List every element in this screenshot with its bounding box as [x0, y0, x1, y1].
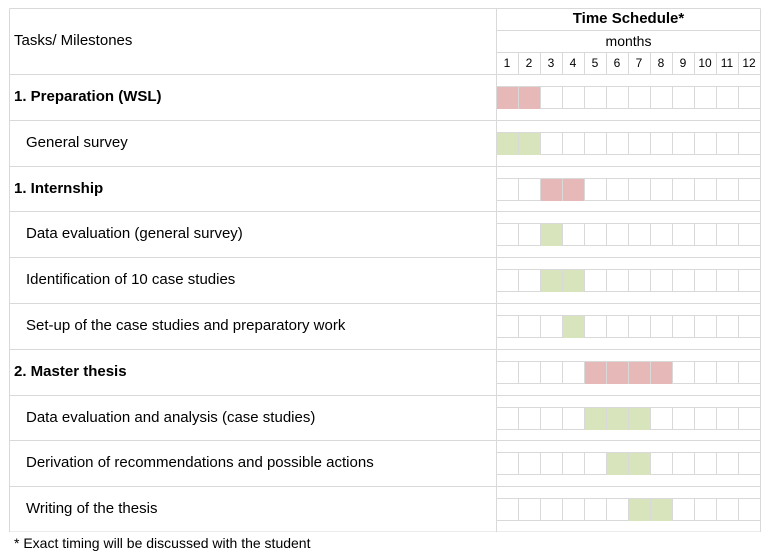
month-number-1: 1 — [503, 56, 511, 70]
month-number-9: 9 — [679, 56, 687, 70]
bar-month-divider — [628, 408, 629, 430]
phase-label: 1. Internship — [14, 180, 104, 197]
bar-month-divider — [562, 179, 563, 201]
month-number-6: 6 — [613, 56, 621, 70]
bar-month-divider — [518, 87, 519, 109]
phase-label: 1. Preparation (WSL) — [14, 88, 162, 105]
task-label: Derivation of recommendations and possib… — [26, 454, 374, 471]
bar-month-divider — [650, 499, 651, 521]
task-label: Identification of 10 case studies — [26, 271, 236, 288]
schedule-title: Time Schedule* — [572, 10, 685, 27]
phase-label: 2. Master thesis — [14, 363, 127, 380]
bar-month-divider — [562, 270, 563, 292]
bar-month-divider — [606, 408, 607, 430]
task-label: Writing of the thesis — [26, 500, 158, 517]
month-number-12: 12 — [742, 56, 756, 70]
month-number-11: 11 — [720, 56, 734, 70]
task-bar — [563, 316, 584, 338]
months-label: months — [605, 33, 652, 49]
month-number-3: 3 — [547, 56, 555, 70]
task-label: General survey — [26, 134, 128, 151]
bar-month-divider — [518, 133, 519, 155]
bar-month-divider — [628, 362, 629, 384]
bar-month-divider — [650, 362, 651, 384]
task-label: Set-up of the case studies and preparato… — [26, 317, 346, 334]
footnote: * Exact timing will be discussed with th… — [14, 535, 311, 551]
task-bar — [541, 224, 562, 246]
task-label: Data evaluation and analysis (case studi… — [26, 409, 316, 426]
tasks-header: Tasks/ Milestones — [14, 32, 133, 49]
bar-month-divider — [606, 362, 607, 384]
gantt-schedule-table: Tasks/ Milestones Time Schedule* months … — [9, 8, 761, 532]
month-number-5: 5 — [591, 56, 599, 70]
task-bar — [585, 408, 650, 430]
task-label: Data evaluation (general survey) — [26, 225, 243, 242]
bar-month-divider — [628, 453, 629, 475]
month-number-7: 7 — [635, 56, 643, 70]
month-number-4: 4 — [569, 56, 577, 70]
month-number-10: 10 — [698, 56, 712, 70]
month-number-2: 2 — [525, 56, 533, 70]
month-number-8: 8 — [657, 56, 665, 70]
